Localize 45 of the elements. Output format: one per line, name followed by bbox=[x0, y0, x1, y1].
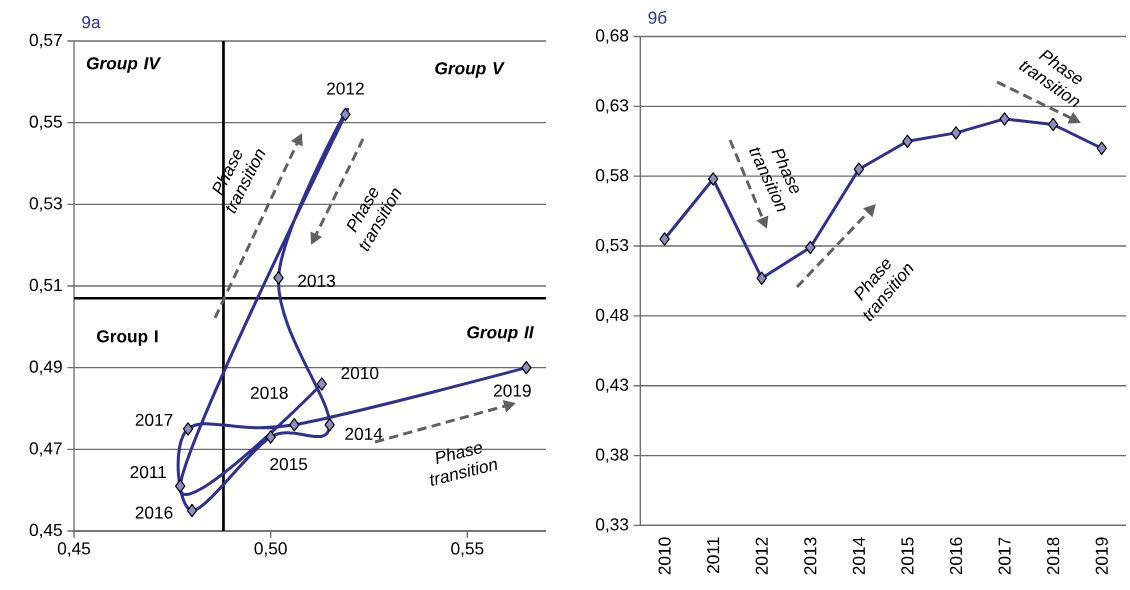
y-tick-label: 0,47 bbox=[29, 442, 62, 457]
x-tick-label: 2017 bbox=[998, 537, 1011, 575]
annotation: 2013 bbox=[298, 274, 335, 287]
y-tick-label: 0,58 bbox=[596, 169, 629, 184]
y-tick-label: 0,48 bbox=[596, 308, 629, 324]
annotation: 2012 bbox=[327, 82, 364, 95]
x-tick-label: 2010 bbox=[658, 537, 671, 575]
x-tick-label: 2012 bbox=[755, 537, 768, 575]
y-tick-label: 0,51 bbox=[29, 278, 62, 294]
annotation: 2015 bbox=[270, 457, 308, 471]
x-tick-label: 0,50 bbox=[254, 542, 287, 557]
y-tick-label: 0,43 bbox=[596, 378, 629, 393]
y-tick-label: 0,63 bbox=[596, 99, 629, 114]
annotation: 2017 bbox=[135, 413, 173, 427]
x-tick-label: 2015 bbox=[901, 537, 914, 575]
y-tick-label: 0,53 bbox=[596, 238, 629, 254]
y-tick-label: 0,49 bbox=[29, 360, 62, 375]
y-tick-label: 0,53 bbox=[29, 197, 62, 212]
y-tick-label: 0,57 bbox=[29, 33, 62, 49]
x-tick-label: 0,45 bbox=[57, 542, 91, 557]
annotation: 2011 bbox=[130, 465, 166, 479]
chart-title: 9б bbox=[648, 11, 667, 24]
annotation: 2010 bbox=[341, 366, 379, 380]
annotation: Group I bbox=[97, 330, 158, 346]
chart-title: 9a bbox=[82, 16, 101, 29]
annotation: 2016 bbox=[135, 506, 173, 519]
annotation: 2019 bbox=[494, 384, 531, 397]
annotation: Group II bbox=[467, 326, 534, 342]
x-tick-label: 2014 bbox=[852, 537, 865, 575]
annotation: Phase transition bbox=[429, 444, 497, 486]
x-tick-label: 2018 bbox=[1047, 537, 1060, 575]
annotation: Group V bbox=[435, 62, 505, 78]
y-tick-label: 0,33 bbox=[596, 518, 629, 533]
annotation: 2014 bbox=[345, 427, 383, 440]
y-tick-label: 0,38 bbox=[596, 448, 629, 463]
x-tick-label: 2013 bbox=[804, 537, 817, 575]
y-tick-label: 0,55 bbox=[29, 115, 62, 130]
x-tick-label: 2016 bbox=[949, 537, 963, 575]
y-tick-label: 0,68 bbox=[596, 29, 629, 44]
annotation: 2018 bbox=[250, 386, 288, 399]
annotation: Group IV bbox=[86, 57, 162, 73]
x-tick-label: 0,55 bbox=[451, 542, 484, 557]
x-tick-label: 2019 bbox=[1095, 537, 1108, 575]
x-tick-label: 2011 bbox=[707, 537, 720, 574]
y-tick-label: 0,45 bbox=[29, 523, 62, 539]
